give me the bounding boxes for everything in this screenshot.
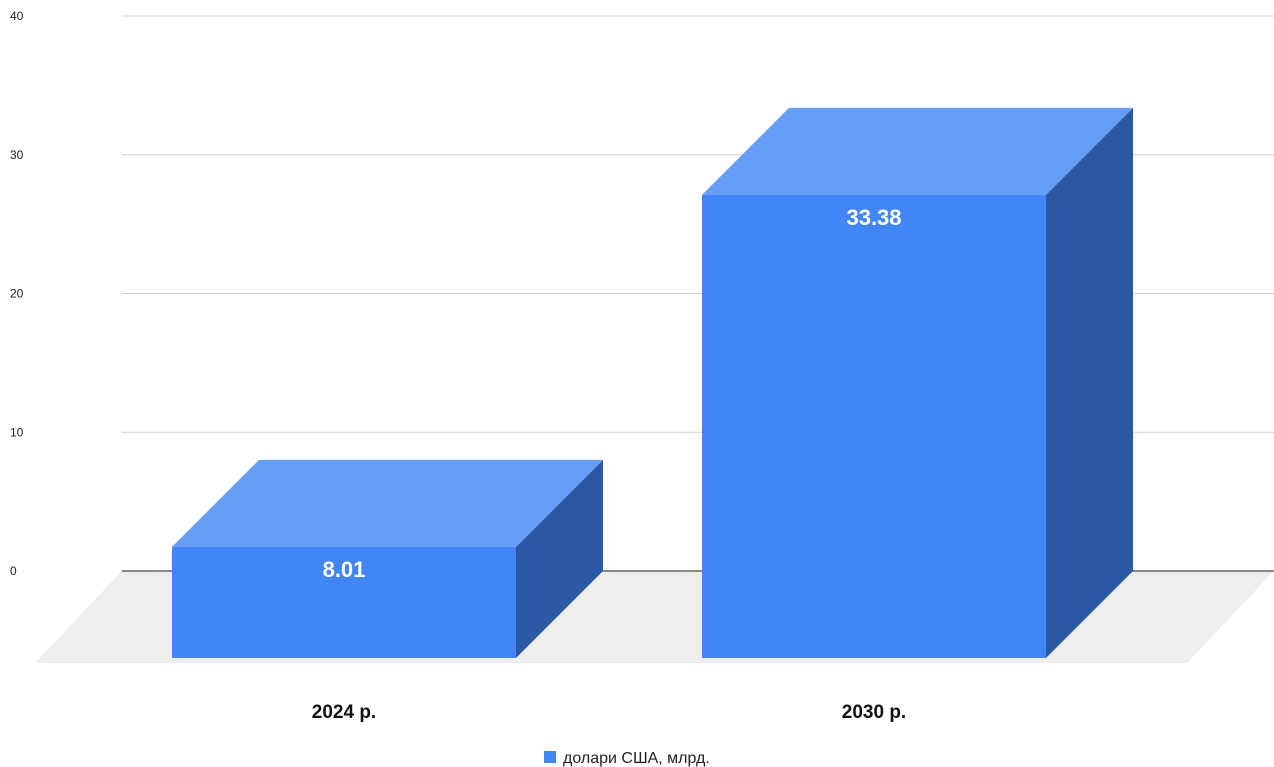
- x-tick-label: 2030 р.: [842, 702, 906, 723]
- bars: 8.01 33.38: [172, 107, 1133, 659]
- bar-top: [702, 107, 1133, 195]
- y-axis-ticks: 0 10 20 30 40: [10, 9, 24, 578]
- bar-side: [1046, 107, 1133, 659]
- bar-front: [172, 546, 516, 658]
- x-tick-label: 2024 р.: [312, 702, 376, 723]
- bar-front: [702, 194, 1046, 659]
- bar-top: [172, 459, 603, 547]
- legend-label: долари США, млрд.: [563, 750, 710, 767]
- legend-swatch: [544, 751, 556, 763]
- data-label: 33.38: [846, 205, 901, 230]
- bar: 33.38: [702, 107, 1133, 659]
- bar: 8.01: [172, 459, 603, 658]
- y-tick-label: 0: [10, 564, 17, 578]
- y-tick-label: 10: [10, 425, 24, 439]
- x-axis-labels: 2024 р. 2030 р.: [312, 702, 906, 723]
- legend: долари США, млрд.: [544, 750, 710, 767]
- data-label: 8.01: [323, 557, 366, 582]
- y-tick-label: 30: [10, 148, 24, 162]
- y-tick-label: 20: [10, 287, 24, 301]
- y-tick-label: 40: [10, 9, 24, 23]
- bar-side: [516, 459, 603, 658]
